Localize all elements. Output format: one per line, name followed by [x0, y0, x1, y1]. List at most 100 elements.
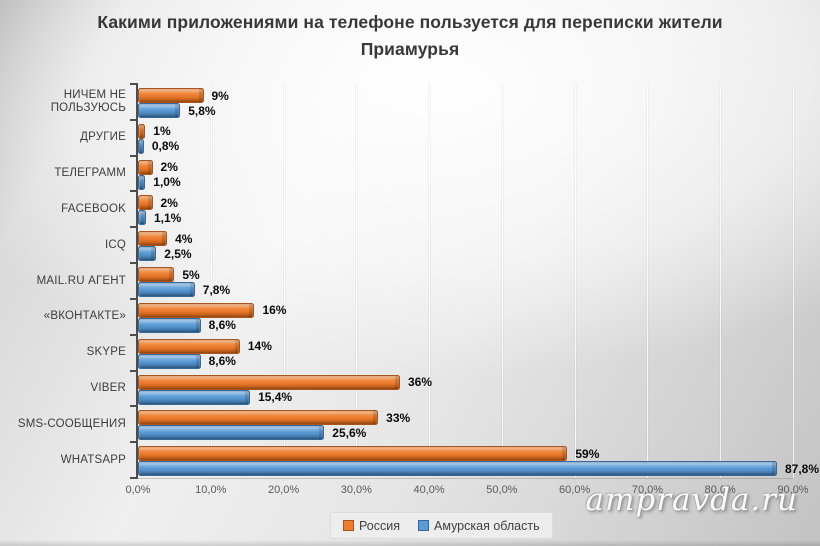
y-axis-tick	[130, 333, 136, 336]
bar-line: 2,5%	[138, 246, 793, 262]
category-row: 16% 8,6%	[138, 299, 793, 335]
plot-area: 9% 5,8% 1% 0,8% 2% 1,0% 2% 1,1% 4% 2,5% 5% 7,8% 16% 8…	[130, 83, 819, 479]
data-label: 1,1%	[154, 210, 182, 225]
data-label: 87,8%	[784, 461, 820, 476]
category-label: ICQ	[104, 238, 126, 251]
bar-amur-region	[138, 461, 777, 477]
bar-line: 16%	[138, 302, 793, 318]
x-axis-tick-label: 90,0%	[777, 484, 809, 496]
data-label: 33%	[386, 410, 411, 425]
legend-swatch-russia	[343, 520, 354, 531]
category-row: 33% 25,6%	[138, 406, 793, 442]
bar-line: 87,8%	[138, 461, 819, 477]
category-label: ТЕЛЕГРАММ	[54, 167, 126, 180]
gridline	[356, 84, 358, 478]
category-row: 1% 0,8%	[138, 120, 793, 156]
bar-russia	[138, 231, 168, 247]
bar-russia	[138, 88, 204, 103]
category-label: SMS-СООБЩЕНИЯ	[17, 417, 126, 430]
bar-line: 25,6%	[138, 425, 793, 441]
y-axis-tick	[130, 477, 136, 479]
category-row: 9% 5,8%	[138, 84, 793, 120]
category-row: 2% 1,0%	[138, 156, 793, 192]
bar-amur-region	[138, 210, 146, 226]
data-label: 9%	[211, 88, 229, 103]
legend: Россия Амурская область	[330, 512, 553, 539]
data-label: 15,4%	[258, 390, 293, 404]
data-label: 0,8%	[151, 139, 180, 154]
bar-line: 59%	[138, 446, 793, 462]
category-row: 36% 15,4%	[138, 371, 793, 407]
bar-russia	[138, 338, 240, 354]
gridline	[210, 84, 212, 478]
data-label: 59%	[575, 446, 600, 461]
category-axis-labels: НИЧЕМ НЕ ПОЛЬЗУЮСЬ ДРУГИЕ ТЕЛЕГРАММ FACEBOO…	[0, 84, 126, 478]
bar-amur-region	[138, 138, 144, 154]
category-row: 5% 7,8%	[138, 263, 793, 299]
y-axis-tick	[130, 441, 136, 444]
data-label: 7,8%	[202, 282, 231, 297]
x-axis-tick-label: 30,0%	[340, 484, 372, 496]
bar-amur-region	[138, 353, 201, 369]
data-label: 2,5%	[164, 246, 192, 261]
bar-line: 5%	[138, 267, 793, 283]
bar-amur-region	[138, 174, 146, 190]
bar-line: 36%	[138, 374, 793, 390]
bar-amur-region	[138, 425, 325, 441]
bar-amur-region	[138, 317, 201, 333]
legend-item-amur-region: Амурская область	[418, 519, 540, 533]
x-axis-tick-label: 10,0%	[195, 484, 227, 496]
bar-line: 2%	[138, 195, 793, 211]
bar-russia	[138, 195, 153, 211]
gridline	[574, 84, 576, 478]
data-label: 14%	[247, 339, 272, 354]
x-axis-tick-label: 70,0%	[631, 484, 664, 496]
y-axis-tick	[130, 154, 136, 157]
bar-line: 8,6%	[138, 353, 793, 369]
category-label: FACEBOOK	[61, 203, 126, 216]
bar-amur-region	[138, 103, 181, 118]
y-axis-tick	[130, 297, 136, 300]
bar-russia	[138, 374, 400, 390]
y-axis-tick	[130, 83, 136, 85]
gridline	[647, 84, 649, 478]
bar-russia	[138, 159, 153, 175]
category-row: 14% 8,6%	[138, 335, 793, 371]
bar-line: 5,8%	[138, 103, 793, 118]
category-row: 59% 87,8%	[138, 442, 819, 478]
bar-russia	[138, 302, 255, 318]
data-label: 1,0%	[153, 175, 181, 190]
bar-amur-region	[138, 282, 195, 298]
legend-swatch-amur-region	[418, 520, 429, 531]
bar-line: 1%	[138, 123, 793, 139]
data-label: 1%	[153, 124, 171, 139]
bar-russia	[138, 446, 568, 462]
bar-line: 2%	[138, 159, 793, 175]
gridline	[429, 84, 431, 478]
category-label: MAIL.RU АГЕНТ	[36, 274, 126, 287]
data-label: 4%	[175, 231, 193, 246]
data-label: 25,6%	[332, 425, 367, 440]
watermark: ampravda.ru	[585, 482, 798, 518]
category-label: SKYPE	[86, 346, 126, 359]
x-axis-tick-label: 20,0%	[267, 484, 300, 496]
bar-line: 15,4%	[138, 389, 793, 405]
legend-label-amur-region: Амурская область	[434, 518, 540, 533]
bar-line: 9%	[138, 88, 793, 103]
category-row: 2% 1,1%	[138, 191, 793, 227]
category-label: WHATSAPP	[60, 453, 126, 466]
category-label: ДРУГИЕ	[80, 131, 126, 144]
category-label: «ВКОНТАКТЕ»	[43, 310, 126, 323]
gridline	[501, 84, 503, 478]
data-label: 2%	[160, 195, 178, 210]
gridline	[283, 84, 285, 478]
x-axis-tick-label: 50,0%	[486, 484, 518, 496]
bar-russia	[138, 410, 379, 426]
bar-line: 1,0%	[138, 174, 793, 190]
data-label: 36%	[408, 375, 433, 389]
x-axis: 0,0% 10,0% 20,0% 30,0% 40,0% 50,0% 60,0% 70,0% 8…	[125, 484, 808, 500]
y-axis-tick	[130, 118, 136, 121]
data-label: 8,6%	[208, 354, 236, 369]
x-axis-tick-label: 80,0%	[704, 484, 736, 496]
